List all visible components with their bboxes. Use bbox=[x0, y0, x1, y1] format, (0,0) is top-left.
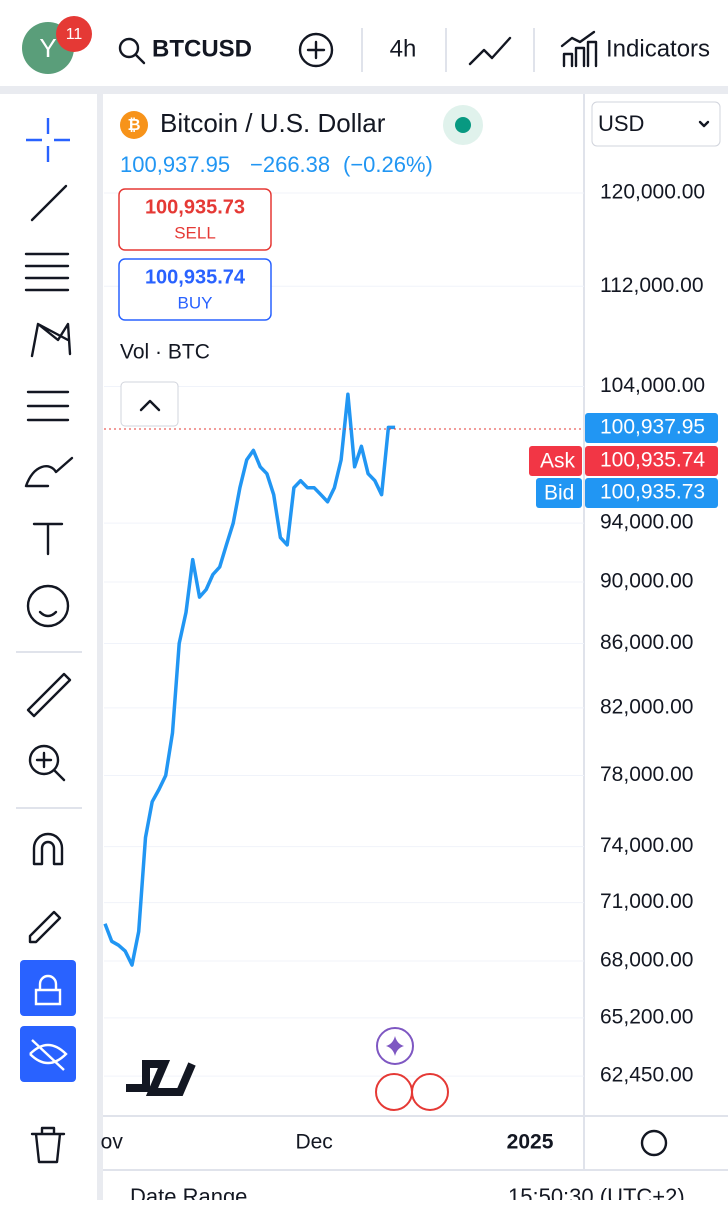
currency-caret bbox=[698, 120, 710, 128]
zoom-tool[interactable] bbox=[28, 744, 60, 776]
y-tick-label: 62,450.00 bbox=[600, 1064, 693, 1087]
toolbar-border bbox=[97, 94, 103, 1200]
x-tick-label: 2025 bbox=[507, 1131, 554, 1154]
btc-logo-letter: ₿ bbox=[127, 116, 140, 134]
emoji-tool bbox=[38, 610, 58, 618]
trend-line-tool[interactable] bbox=[30, 184, 68, 222]
y-tick-label: 104,000.00 bbox=[600, 374, 705, 397]
event-flag[interactable] bbox=[375, 1073, 413, 1111]
hide-icon bbox=[29, 1039, 68, 1071]
avatar-letter: Y bbox=[39, 33, 56, 63]
buy-label: BUY bbox=[178, 293, 213, 312]
last-price-tag bbox=[585, 413, 718, 443]
btc-logo bbox=[120, 111, 148, 139]
text-tool[interactable] bbox=[32, 522, 64, 556]
buy-button[interactable] bbox=[118, 258, 272, 321]
y-tick-label: 65,200.00 bbox=[600, 1005, 693, 1028]
crosshair-tool[interactable] bbox=[26, 118, 70, 162]
pattern-tool[interactable] bbox=[30, 322, 72, 358]
bid-price-tag bbox=[585, 478, 718, 508]
sell-label: SELL bbox=[174, 223, 216, 242]
ask-price-tag bbox=[585, 446, 718, 476]
y-tick-label: 112,000.00 bbox=[600, 274, 704, 297]
zoom-tool bbox=[35, 751, 66, 782]
separator bbox=[0, 86, 728, 94]
currency-select[interactable] bbox=[591, 101, 721, 147]
x-tick-label: Dec bbox=[295, 1131, 332, 1154]
interval[interactable]: 4h bbox=[390, 35, 417, 62]
event-flag[interactable] bbox=[411, 1073, 449, 1111]
date-range[interactable]: Date Range bbox=[130, 1184, 247, 1205]
ruler-tool[interactable] bbox=[26, 672, 72, 718]
badge-count: 11 bbox=[66, 26, 83, 43]
indicators[interactable]: Indicators bbox=[606, 35, 710, 62]
y-tick-label: 86,000.00 bbox=[600, 631, 693, 654]
y-tick-label: 120,000.00 bbox=[600, 181, 705, 204]
symbol[interactable]: BTCUSD bbox=[152, 35, 252, 62]
search-icon[interactable] bbox=[118, 37, 140, 59]
volume-legend: Vol · BTC bbox=[120, 341, 210, 364]
ask-price: 100,935.74 bbox=[600, 449, 705, 472]
x-tick-label: ov bbox=[101, 1131, 124, 1154]
settings[interactable] bbox=[640, 1129, 668, 1157]
bid-tag bbox=[536, 478, 582, 508]
bid-price: 100,935.73 bbox=[600, 481, 705, 504]
y-tick-label: 90,000.00 bbox=[600, 570, 693, 593]
lock-icon bbox=[34, 974, 62, 1006]
sell-price: 100,935.73 bbox=[145, 196, 245, 218]
magnet-tool[interactable] bbox=[32, 832, 64, 866]
last-price: 100,937.95 bbox=[600, 416, 705, 439]
collapse-icon bbox=[139, 399, 161, 412]
change-percent: (−0.26%) bbox=[343, 152, 433, 177]
search-icon bbox=[134, 53, 146, 65]
y-tick-label: 68,000.00 bbox=[600, 949, 693, 972]
y-tick-label: 74,000.00 bbox=[600, 834, 693, 857]
bid-label: Bid bbox=[544, 482, 574, 505]
buy-price: 100,935.74 bbox=[145, 266, 246, 288]
change: −266.38 bbox=[250, 152, 330, 177]
indicators-icon[interactable] bbox=[560, 30, 598, 68]
collapse-button[interactable] bbox=[120, 381, 179, 427]
y-tick-label: 82,000.00 bbox=[600, 695, 693, 718]
instrument-title: Bitcoin / U.S. Dollar bbox=[160, 108, 386, 138]
currency: USD bbox=[598, 111, 644, 136]
clock: 15:50:30 (UTC+2) bbox=[508, 1184, 685, 1200]
ask-tag bbox=[529, 446, 582, 476]
ai-icon bbox=[386, 1036, 404, 1056]
brush-tool[interactable] bbox=[24, 456, 74, 488]
prediction-tool[interactable] bbox=[26, 390, 70, 422]
quote: 100,937.95 bbox=[120, 152, 230, 177]
tv-logo bbox=[126, 1060, 196, 1096]
fib-tool[interactable] bbox=[24, 252, 70, 292]
chart-type[interactable] bbox=[468, 36, 512, 66]
plot bbox=[103, 192, 584, 1077]
emoji-tool[interactable] bbox=[26, 584, 70, 628]
lock-tool[interactable] bbox=[20, 960, 76, 1016]
y-tick-label: 71,000.00 bbox=[600, 890, 693, 913]
add-symbol[interactable] bbox=[298, 32, 334, 68]
ask-label: Ask bbox=[540, 450, 576, 473]
badge bbox=[56, 16, 92, 52]
market-status-dot bbox=[455, 117, 471, 133]
add-symbol-icon bbox=[306, 40, 326, 60]
y-tick-label: 94,000.00 bbox=[600, 511, 693, 534]
sell-button[interactable] bbox=[118, 188, 272, 251]
delete-tool[interactable] bbox=[30, 1126, 66, 1164]
lock-drawing-tool[interactable] bbox=[28, 910, 62, 944]
y-tick-label: 78,000.00 bbox=[600, 763, 693, 786]
price-line bbox=[103, 392, 396, 967]
